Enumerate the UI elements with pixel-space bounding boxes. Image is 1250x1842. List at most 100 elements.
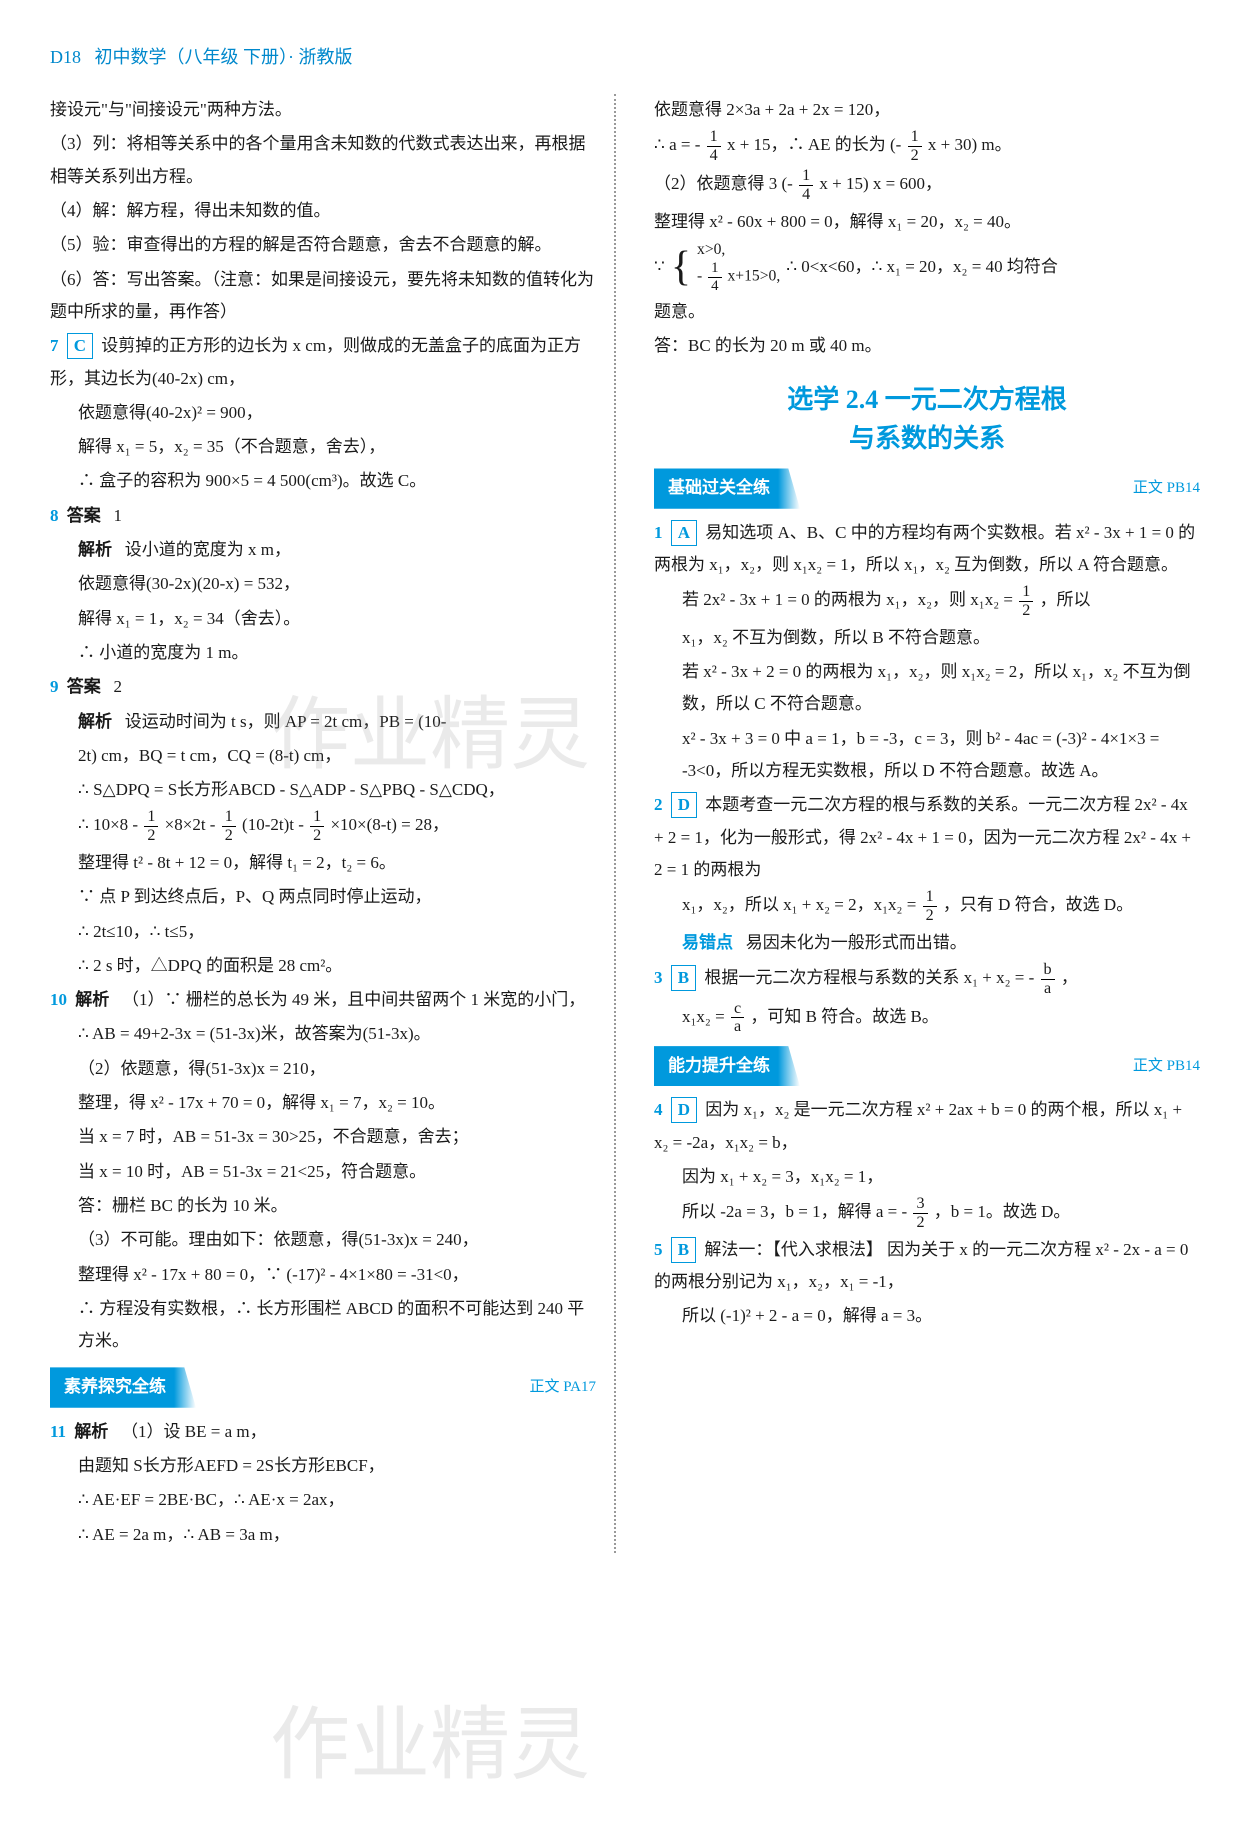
q7-text3: 解得 x₁ = 5，x₂ = 35（不合题意，舍去），	[50, 431, 596, 463]
q10-text7: 答：栅栏 BC 的长为 10 米。	[50, 1190, 596, 1222]
q10-number: 10	[50, 990, 67, 1009]
rq5-number: 5	[654, 1240, 663, 1259]
frac-icon: 12	[222, 808, 236, 845]
q10-text1: （1）∵ 栅栏的总长为 49 米，且中间共留两个 1 米宽的小门，	[122, 990, 585, 1009]
rq2-line1: 2 D 本题考查一元二次方程的根与系数的关系。一元二次方程 2x² - 4x +…	[654, 789, 1200, 886]
frac-icon: 12	[310, 808, 324, 845]
left-column: 接设元"与"间接设元"两种方法。 （3）列：将相等关系中的各个量用含未知数的代数…	[50, 94, 616, 1553]
q9-text5: 整理得 t² - 8t + 12 = 0，解得 t₁ = 2，t₂ = 6。	[50, 847, 596, 879]
rq2-number: 2	[654, 795, 663, 814]
rq1-number: 1	[654, 523, 663, 542]
frac-icon: 12	[1019, 583, 1033, 620]
q9-number: 9	[50, 677, 59, 696]
rq1-text2: 若 2x² - 3x + 1 = 0 的两根为 x₁，x₂，则 x₁x₂ = 1…	[654, 583, 1200, 620]
rq3-number: 3	[654, 968, 663, 987]
frac-icon: 12	[144, 808, 158, 845]
intro-line-1: 接设元"与"间接设元"两种方法。	[50, 94, 596, 126]
banner-ability-row: 能力提升全练 正文 PB14	[654, 1046, 1200, 1086]
q9-text3: ∴ S△DPQ = S长方形ABCD - S△ADP - S△PBQ - S△C…	[50, 774, 596, 806]
frac-icon: 32	[913, 1195, 927, 1232]
q9-text1: 设运动时间为 t s，则 AP = 2t cm，PB = (10-	[125, 712, 447, 731]
q8-text4: ∴ 小道的宽度为 1 m。	[50, 637, 596, 669]
q8-text3: 解得 x₁ = 1，x₂ = 34（舍去）。	[50, 603, 596, 635]
q9-t4-m1: ×8×2t -	[165, 816, 220, 835]
q8-number: 8	[50, 506, 59, 525]
right-column: 依题意得 2×3a + 2a + 2x = 120， ∴ a = - 14 x …	[636, 94, 1200, 1553]
q11-text4: ∴ AE = 2a m，∴ AB = 3a m，	[50, 1519, 596, 1551]
section-title: 选学 2.4 一元二次方程根 与系数的关系	[654, 380, 1200, 458]
rq1-text3: x₁，x₂ 不互为倒数，所以 B 不符合题意。	[654, 622, 1200, 654]
banner-basic-ref: 正文 PB14	[1133, 474, 1200, 503]
frac-icon: 14	[707, 128, 721, 165]
q8-analysis-label: 解析	[78, 540, 112, 559]
q10-analysis-label: 解析	[75, 990, 109, 1009]
rq5-text2: 所以 (-1)² + 2 - a = 0，解得 a = 3。	[654, 1300, 1200, 1332]
rq2-error-text: 易因未化为一般形式而出错。	[746, 933, 967, 952]
rq1-line1: 1 A 易知选项 A、B、C 中的方程均有两个实数根。若 x² - 3x + 1…	[654, 517, 1200, 582]
rc-cont-l1: 依题意得 2×3a + 2a + 2x = 120，	[654, 94, 1200, 126]
q11-number: 11	[50, 1422, 66, 1441]
q9-text2: 2t) cm，BQ = t cm，CQ = (8-t) cm，	[50, 740, 596, 772]
watermark-2: 作业精灵	[270, 1670, 590, 1822]
banner-literacy-ref: 正文 PA17	[529, 1373, 596, 1402]
rq4-number: 4	[654, 1100, 663, 1119]
frac-icon: 14	[799, 167, 813, 204]
brace-content: x>0, - 14 x+15>0,	[697, 240, 780, 294]
q7-answer-box: C	[67, 333, 93, 359]
rq4-text3: 所以 -2a = 3，b = 1，解得 a = - 32 ，b = 1。故选 D…	[654, 1195, 1200, 1232]
q9-t4-suf: ×10×(8-t) = 28，	[330, 816, 448, 835]
banner-ability-ref: 正文 PB14	[1133, 1052, 1200, 1081]
rq1-text5: x² - 3x + 3 = 0 中 a = 1，b = -3，c = 3，则 b…	[654, 723, 1200, 788]
rc-cont-l3: （2）依题意得 3 (- 14 x + 15) x = 600，	[654, 167, 1200, 204]
q7-text2: 依题意得(40-2x)² = 900，	[50, 397, 596, 429]
banner-literacy: 素养探究全练	[50, 1367, 196, 1407]
q9-t4-pre: ∴ 10×8 -	[78, 816, 142, 835]
q8-text1: 设小道的宽度为 x m，	[125, 540, 291, 559]
q10-text5: 当 x = 7 时，AB = 51-3x = 30>25，不合题意，舍去；	[50, 1121, 596, 1153]
rq3-text2: x₁x₂ = ca ，可知 B 符合。故选 B。	[654, 1000, 1200, 1037]
q9-answer-value: 2	[114, 677, 123, 696]
rq3-line1: 3 B 根据一元二次方程根与系数的关系 x₁ + x₂ = - ba ，	[654, 961, 1200, 998]
q7-text4: ∴ 盒子的容积为 900×5 = 4 500(cm³)。故选 C。	[50, 465, 596, 497]
section-title-line2: 与系数的关系	[654, 419, 1200, 458]
rq4-text1: 因为 x₁，x₂ 是一元二次方程 x² + 2ax + b = 0 的两个根，所…	[654, 1100, 1182, 1151]
rq3-answer-box: B	[671, 965, 696, 991]
rq5-answer-box: B	[671, 1237, 696, 1263]
banner-basic: 基础过关全练	[654, 468, 800, 508]
q9-text8: ∴ 2 s 时，△DPQ 的面积是 28 cm²。	[50, 950, 596, 982]
q11-text3: ∴ AE·EF = 2BE·BC，∴ AE·x = 2ax，	[50, 1484, 596, 1516]
q9-answer-label: 答案	[67, 677, 101, 696]
q10-line1: 10 解析 （1）∵ 栅栏的总长为 49 米，且中间共留两个 1 米宽的小门，	[50, 984, 596, 1016]
q10-text8: （3）不可能。理由如下：依题意，得(51-3x)x = 240，	[50, 1224, 596, 1256]
intro-line-3: （4）解：解方程，得出未知数的值。	[50, 195, 596, 227]
error-point-label: 易错点	[682, 933, 733, 952]
rq4-answer-box: D	[671, 1097, 697, 1123]
q9-text7: ∴ 2t≤10，∴ t≤5，	[50, 916, 596, 948]
q8-analysis-line: 解析 设小道的宽度为 x m，	[50, 534, 596, 566]
q8-answer-line: 8 答案 1	[50, 500, 596, 532]
rq1-text4: 若 x² - 3x + 2 = 0 的两根为 x₁，x₂，则 x₁x₂ = 2，…	[654, 656, 1200, 721]
rq5-line1: 5 B 解法一：【代入求根法】 因为关于 x 的一元二次方程 x² - 2x -…	[654, 1234, 1200, 1299]
rq4-line1: 4 D 因为 x₁，x₂ 是一元二次方程 x² + 2ax + b = 0 的两…	[654, 1094, 1200, 1159]
frac-icon: ba	[1041, 961, 1055, 998]
page-code: D18	[50, 47, 81, 67]
page-header: D18 初中数学（八年级 下册）· 浙教版	[50, 40, 1200, 74]
rq2-error: 易错点 易因未化为一般形式而出错。	[654, 927, 1200, 959]
q10-text2: ∴ AB = 49+2-3x = (51-3x)米，故答案为(51-3x)。	[50, 1018, 596, 1050]
rq1-text1: 易知选项 A、B、C 中的方程均有两个实数根。若 x² - 3x + 1 = 0…	[654, 523, 1195, 574]
frac-icon: 12	[908, 128, 922, 165]
rq1-answer-box: A	[671, 520, 697, 546]
rq2-answer-box: D	[671, 792, 697, 818]
q7-line1: 7 C 设剪掉的正方形的边长为 x cm，则做成的无盖盒子的底面为正方形，其边长…	[50, 330, 596, 395]
q10-text6: 当 x = 10 时，AB = 51-3x = 21<25，符合题意。	[50, 1156, 596, 1188]
rc-cont-l5: ∵ { x>0, - 14 x+15>0, ∴ 0<x<60，∴ x₁ = 20…	[654, 240, 1200, 294]
intro-line-5: （6）答：写出答案。（注意：如果是间接设元，要先将未知数的值转化为题中所求的量，…	[50, 264, 596, 329]
q10-text9: 整理得 x² - 17x + 80 = 0，∵ (-17)² - 4×1×80 …	[50, 1259, 596, 1291]
q9-text4: ∴ 10×8 - 12 ×8×2t - 12 (10-2t)t - 12 ×10…	[50, 808, 596, 845]
frac-icon: 12	[923, 888, 937, 925]
q10-text10: ∴ 方程没有实数根，∴ 长方形围栏 ABCD 的面积不可能达到 240 平方米。	[50, 1293, 596, 1358]
rc-cont-l6: 题意。	[654, 296, 1200, 328]
rc-cont-l2: ∴ a = - 14 x + 15，∴ AE 的长为 (- 12 x + 30)…	[654, 128, 1200, 165]
banner-literacy-row: 素养探究全练 正文 PA17	[50, 1367, 596, 1407]
q7-number: 7	[50, 336, 59, 355]
